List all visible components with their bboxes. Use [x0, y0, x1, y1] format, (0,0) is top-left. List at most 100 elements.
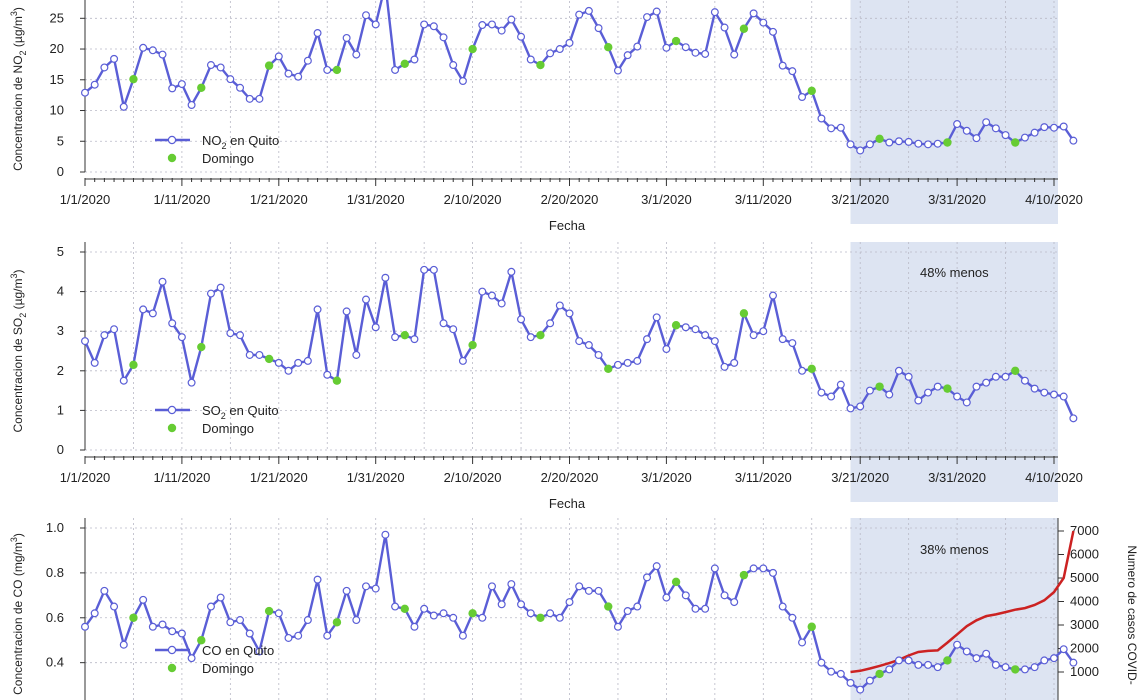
data-point	[953, 120, 962, 129]
x-tick-label: 3/31/2020	[928, 192, 986, 207]
data-point	[962, 398, 971, 407]
data-point	[575, 582, 584, 591]
y-tick-label: 2	[57, 363, 64, 378]
data-point	[856, 146, 865, 155]
data-point	[720, 591, 729, 600]
data-point	[100, 586, 109, 595]
data-point	[255, 647, 264, 656]
sunday-marker	[807, 622, 816, 631]
sunday-marker	[671, 36, 681, 46]
data-point	[836, 669, 845, 678]
y2-tick-label: 6000	[1070, 547, 1099, 562]
data-point	[613, 66, 622, 75]
data-point	[817, 658, 826, 667]
data-point	[284, 69, 293, 78]
x-tick-label: 2/20/2020	[541, 470, 599, 485]
data-point	[371, 20, 380, 29]
sunday-marker	[468, 340, 477, 350]
sunday-marker	[875, 382, 884, 391]
data-point	[701, 331, 710, 340]
data-point	[478, 287, 487, 296]
data-point	[139, 43, 148, 52]
data-point	[168, 84, 177, 93]
data-point	[846, 678, 855, 687]
data-point	[904, 656, 913, 665]
sunday-marker	[400, 604, 409, 613]
data-point	[681, 591, 690, 600]
data-point	[633, 602, 642, 611]
sunday-marker	[197, 342, 206, 352]
data-point	[584, 6, 593, 15]
data-point	[827, 392, 836, 401]
y2-tick-label: 3000	[1070, 617, 1099, 632]
data-point	[1059, 392, 1068, 401]
data-point	[391, 65, 400, 74]
data-point	[1030, 663, 1039, 672]
data-point	[778, 335, 787, 344]
data-point	[594, 350, 603, 359]
data-point	[865, 676, 874, 685]
sunday-marker	[332, 376, 342, 385]
data-point	[555, 301, 564, 310]
data-point	[933, 139, 942, 148]
data-point	[1069, 658, 1078, 667]
y2-tick-label: 4000	[1070, 594, 1099, 609]
y-tick-label: 15	[50, 72, 64, 87]
data-point	[982, 118, 991, 127]
sunday-marker	[739, 309, 749, 318]
data-point	[449, 613, 458, 622]
data-point	[1020, 133, 1029, 142]
y-tick-label: 0	[57, 164, 64, 179]
data-point	[168, 627, 177, 636]
data-point	[788, 67, 797, 76]
data-point	[555, 45, 564, 54]
data-point	[110, 325, 119, 334]
data-point	[439, 609, 448, 618]
data-point	[778, 61, 787, 70]
data-point	[100, 63, 109, 72]
data-point	[914, 139, 923, 148]
data-point	[662, 593, 671, 602]
data-point	[749, 9, 758, 18]
data-point	[487, 291, 496, 300]
data-point	[720, 23, 729, 32]
data-point	[429, 611, 438, 620]
y2-axis-label: Numero de casos COVID-	[1125, 545, 1139, 684]
data-point	[1020, 376, 1029, 385]
data-point	[991, 124, 1000, 133]
data-point	[565, 598, 574, 607]
data-point	[303, 56, 312, 65]
data-point	[80, 622, 89, 631]
data-point	[1001, 131, 1010, 140]
y-tick-label: 5	[57, 244, 64, 259]
data-point	[982, 649, 991, 658]
data-point	[759, 18, 768, 27]
data-point	[80, 337, 89, 346]
x-axis-label: Fecha	[549, 218, 586, 233]
data-point	[226, 329, 235, 338]
data-point	[856, 685, 865, 694]
data-point	[933, 382, 942, 391]
data-point	[80, 88, 89, 97]
sunday-marker	[264, 606, 274, 616]
data-point	[904, 372, 913, 381]
data-point	[730, 358, 739, 367]
x-tick-label: 4/10/2020	[1025, 470, 1083, 485]
legend-sunday-label: Domingo	[202, 151, 254, 166]
data-point	[798, 638, 807, 647]
data-point	[342, 586, 351, 595]
x-tick-label: 3/31/2020	[928, 470, 986, 485]
data-point	[284, 633, 293, 642]
data-point	[652, 562, 661, 571]
data-point	[507, 267, 516, 276]
data-point	[1069, 414, 1078, 423]
data-point	[827, 124, 836, 133]
data-point	[177, 629, 186, 638]
y-tick-label: 0.6	[46, 610, 64, 625]
data-point	[662, 345, 671, 354]
data-point	[962, 647, 971, 656]
data-point	[691, 325, 700, 334]
legend-line-marker	[167, 405, 177, 415]
data-point	[255, 94, 264, 103]
y-axis-label: Concentracion de SO2 (µg/m3)	[9, 269, 28, 432]
